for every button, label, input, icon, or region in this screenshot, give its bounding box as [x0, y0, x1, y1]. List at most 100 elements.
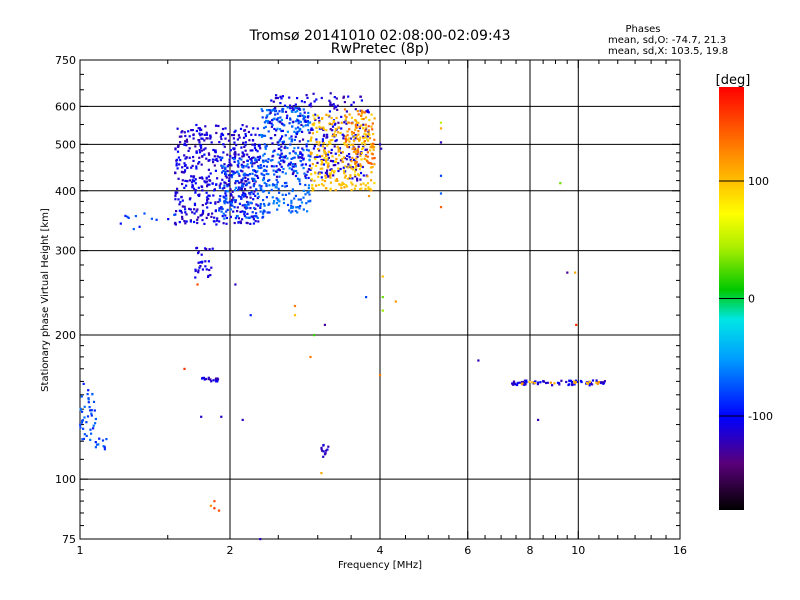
data-point	[355, 160, 358, 164]
data-point	[345, 158, 348, 161]
data-point	[321, 145, 325, 148]
data-point	[244, 149, 247, 152]
data-point	[82, 427, 85, 430]
data-point	[87, 398, 90, 401]
data-point	[319, 167, 322, 170]
data-point	[241, 204, 244, 207]
data-point	[238, 202, 241, 205]
data-point	[553, 382, 556, 385]
data-point	[280, 152, 283, 155]
data-point	[311, 189, 314, 192]
data-point	[368, 118, 371, 122]
data-point	[281, 110, 284, 113]
data-point	[269, 137, 272, 140]
data-point	[243, 129, 247, 132]
data-point	[188, 156, 191, 159]
data-point	[291, 107, 294, 110]
data-point	[285, 116, 288, 120]
data-point	[316, 153, 319, 157]
data-point	[306, 116, 310, 119]
data-point	[267, 191, 271, 194]
data-point	[295, 132, 298, 136]
data-point	[318, 121, 321, 124]
data-point	[265, 145, 268, 148]
data-point	[343, 121, 346, 124]
data-point	[277, 143, 280, 146]
data-point	[329, 103, 332, 106]
data-point	[362, 117, 365, 121]
data-point	[336, 104, 339, 107]
data-point	[175, 158, 179, 161]
data-point	[268, 211, 271, 214]
data-point	[275, 118, 278, 121]
data-point	[271, 142, 274, 145]
data-point	[259, 210, 262, 213]
data-point	[306, 124, 310, 127]
data-point	[301, 114, 304, 117]
data-point	[373, 146, 376, 149]
data-point	[204, 260, 207, 263]
data-point	[281, 129, 284, 132]
data-point	[342, 96, 345, 99]
data-point	[181, 182, 184, 186]
data-point	[534, 380, 537, 383]
data-point	[192, 137, 195, 140]
data-point	[315, 141, 318, 144]
data-point	[257, 165, 260, 168]
data-point	[366, 139, 370, 142]
data-point	[304, 183, 307, 187]
data-point	[212, 194, 215, 197]
data-point	[351, 133, 354, 136]
data-point	[372, 148, 375, 151]
data-point	[258, 184, 261, 187]
data-point	[321, 127, 324, 130]
data-point	[247, 166, 250, 169]
data-point	[238, 157, 241, 160]
data-point	[189, 197, 192, 200]
data-point	[206, 199, 209, 202]
data-point	[319, 126, 322, 129]
data-point	[362, 110, 365, 113]
data-point	[251, 177, 255, 180]
data-point	[278, 175, 281, 178]
data-point	[222, 169, 225, 172]
data-point	[306, 96, 309, 99]
data-point	[217, 200, 220, 204]
data-point	[239, 220, 242, 223]
data-point	[290, 157, 293, 160]
data-point	[337, 121, 340, 124]
data-point	[314, 113, 317, 116]
data-point	[198, 161, 201, 164]
data-point	[364, 143, 367, 146]
data-point	[313, 179, 316, 182]
data-point	[270, 165, 273, 168]
data-point	[227, 139, 231, 142]
data-point	[206, 185, 209, 188]
data-point	[518, 381, 521, 384]
data-point	[249, 149, 252, 152]
data-point	[354, 184, 357, 187]
data-point	[201, 177, 204, 180]
data-point	[193, 203, 197, 207]
data-point	[284, 154, 287, 158]
data-point	[194, 191, 197, 194]
data-point	[276, 153, 279, 156]
data-point	[336, 108, 339, 111]
data-point	[303, 111, 306, 114]
data-point	[276, 208, 279, 211]
data-point	[291, 210, 294, 213]
data-point	[245, 165, 248, 168]
data-point	[266, 211, 269, 214]
data-point	[574, 381, 577, 384]
data-point	[300, 201, 304, 204]
data-point	[345, 122, 348, 125]
data-point	[221, 133, 225, 137]
data-point	[265, 119, 268, 123]
data-point	[207, 212, 210, 216]
data-point	[198, 193, 201, 196]
data-point	[195, 246, 199, 249]
data-point	[176, 187, 179, 190]
data-point	[361, 165, 364, 169]
data-point	[279, 121, 282, 124]
data-point	[363, 111, 366, 114]
